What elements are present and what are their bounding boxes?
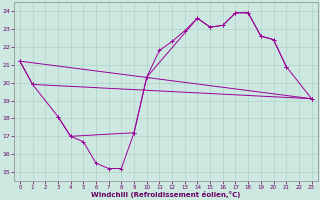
- X-axis label: Windchill (Refroidissement éolien,°C): Windchill (Refroidissement éolien,°C): [91, 191, 240, 198]
